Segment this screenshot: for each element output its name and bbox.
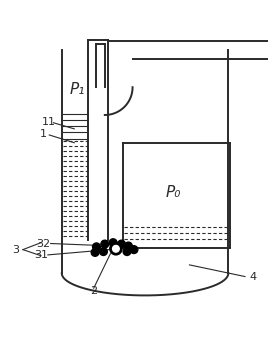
Circle shape — [130, 246, 138, 253]
Circle shape — [112, 246, 119, 252]
Circle shape — [110, 243, 122, 255]
Circle shape — [101, 240, 109, 248]
Circle shape — [100, 248, 107, 255]
Text: 32: 32 — [37, 239, 51, 249]
Text: 2: 2 — [90, 286, 97, 296]
Text: P₀: P₀ — [165, 185, 181, 200]
Text: 1: 1 — [40, 130, 47, 139]
Circle shape — [123, 248, 131, 255]
Text: 31: 31 — [34, 250, 48, 260]
Circle shape — [93, 243, 100, 251]
Circle shape — [124, 242, 132, 250]
Text: 11: 11 — [42, 117, 56, 127]
Text: 3: 3 — [13, 244, 20, 255]
Text: P₁: P₁ — [69, 83, 85, 98]
Circle shape — [109, 239, 117, 247]
Circle shape — [91, 249, 99, 256]
Text: 4: 4 — [250, 272, 257, 282]
Circle shape — [117, 240, 125, 248]
